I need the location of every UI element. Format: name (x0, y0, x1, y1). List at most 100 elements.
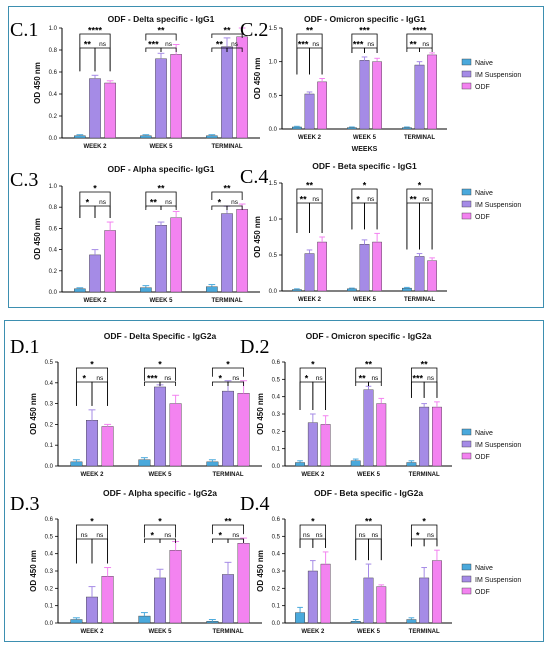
significance-bracket (159, 538, 177, 543)
x-tick-label: WEEK 2 (298, 135, 322, 141)
significance-bracket (160, 47, 177, 52)
legend-label: ODF (475, 214, 490, 221)
significance-label: ns (422, 41, 430, 48)
significance-bracket (226, 205, 243, 210)
significance-label: ns (427, 532, 435, 539)
panel-group-d (4, 320, 544, 642)
significance-bracket (227, 538, 245, 543)
significance-bracket (299, 381, 314, 410)
significance-label: ** (359, 374, 367, 384)
significance-bracket (423, 381, 438, 398)
significance-bracket (211, 33, 243, 38)
significance-label: ** (150, 198, 158, 208)
legend-label: Naive (475, 190, 493, 197)
significance-bracket (75, 538, 93, 564)
significance-bracket (410, 381, 425, 398)
chart-title: ODF - Omicron specific - IgG1 (304, 14, 425, 24)
y-tick-label: 0.8 (49, 205, 58, 211)
significance-bracket (368, 381, 382, 386)
bar (74, 288, 86, 293)
bar (317, 241, 327, 292)
significance-bracket (410, 367, 438, 398)
bar (419, 577, 430, 624)
chart-c3: C.3 ODF - Alpha specific- IgG1 0.0 0.2 0.4 0.… (10, 164, 260, 304)
y-tick-label: 1.5 (269, 26, 278, 32)
x-axis-label: WEEKS (352, 146, 378, 153)
bar (101, 426, 114, 467)
significance-label: ns (367, 41, 375, 48)
legend-swatch (461, 200, 472, 208)
bar (372, 61, 382, 130)
y-tick-label: 0.6 (272, 517, 281, 523)
bar (419, 406, 430, 467)
significance-label: * (218, 374, 222, 384)
bar (304, 93, 315, 130)
y-tick-label: 0.3 (45, 402, 54, 408)
significance-bracket (75, 367, 109, 406)
x-tick-label: WEEK 2 (301, 629, 325, 635)
significance-bracket (296, 33, 323, 75)
bar (206, 286, 218, 293)
bar (155, 58, 167, 139)
significance-label: ns (96, 375, 104, 382)
significance-label: *** (413, 374, 424, 384)
significance-label: * (311, 517, 315, 527)
bar (74, 135, 86, 139)
y-tick-label: 0.4 (49, 248, 58, 254)
bar (70, 461, 83, 467)
bar (170, 217, 182, 293)
significance-bracket (79, 191, 111, 219)
significance-bracket (406, 33, 433, 49)
bar (169, 549, 182, 624)
bar (138, 459, 151, 467)
y-axis-label: OD 450 nm (256, 550, 265, 592)
chart-d3: D.3 ODF - Alpha specific - IgG2a 0.0 0.1 0.2… (10, 488, 262, 635)
y-tick-label: 0.3 (272, 412, 281, 418)
y-tick-label: 0.6 (49, 70, 58, 76)
bar (350, 621, 361, 624)
significance-label: ns (232, 375, 240, 382)
significance-label: ns (231, 199, 239, 206)
x-tick-label: WEEK 2 (298, 297, 322, 303)
significance-label: * (90, 360, 94, 370)
panel-label: D.3 (10, 493, 39, 515)
bar (376, 403, 387, 467)
bar (292, 289, 302, 292)
y-tick-label: 0.2 (49, 114, 58, 120)
bar (206, 461, 219, 467)
legend-label: Naive (475, 565, 493, 572)
legend-swatch (461, 575, 472, 583)
y-axis-label: OD 450 nm (256, 393, 265, 435)
significance-bracket (312, 538, 327, 548)
significance-label: ** (365, 517, 373, 527)
chart-d1: D.1 ODF - Delta Specific - IgG2a 0.0 0.1 0.2… (10, 331, 262, 478)
bar (155, 225, 167, 293)
significance-label: ns (359, 532, 367, 539)
bar (347, 288, 357, 292)
panel-label: D.2 (240, 336, 269, 358)
y-tick-label: 1.0 (49, 184, 58, 190)
significance-bracket (79, 205, 96, 219)
significance-bracket (355, 538, 369, 561)
significance-label: * (416, 531, 420, 541)
significance-bracket (368, 538, 382, 561)
bar (363, 389, 374, 467)
significance-label: ns (165, 199, 173, 206)
y-tick-label: 0.0 (49, 136, 58, 142)
y-axis-label: OD 450 nm (33, 218, 42, 260)
legend-d4: Naive IM Suspension ODF (461, 563, 521, 596)
significance-label: ns (99, 41, 107, 48)
significance-label: ** (223, 184, 231, 194)
significance-bracket (406, 202, 420, 250)
bar (363, 577, 374, 624)
bar (295, 462, 305, 467)
y-tick-label: 0.2 (45, 586, 54, 592)
x-tick-label: WEEK 5 (149, 298, 173, 304)
y-tick-label: 0.4 (45, 381, 54, 387)
significance-label: * (218, 198, 222, 208)
bar (292, 126, 302, 130)
chart-title: ODF - Beta specific - IgG2a (314, 488, 423, 498)
bar (170, 54, 182, 139)
bar (359, 243, 370, 292)
significance-label: ** (306, 181, 314, 191)
